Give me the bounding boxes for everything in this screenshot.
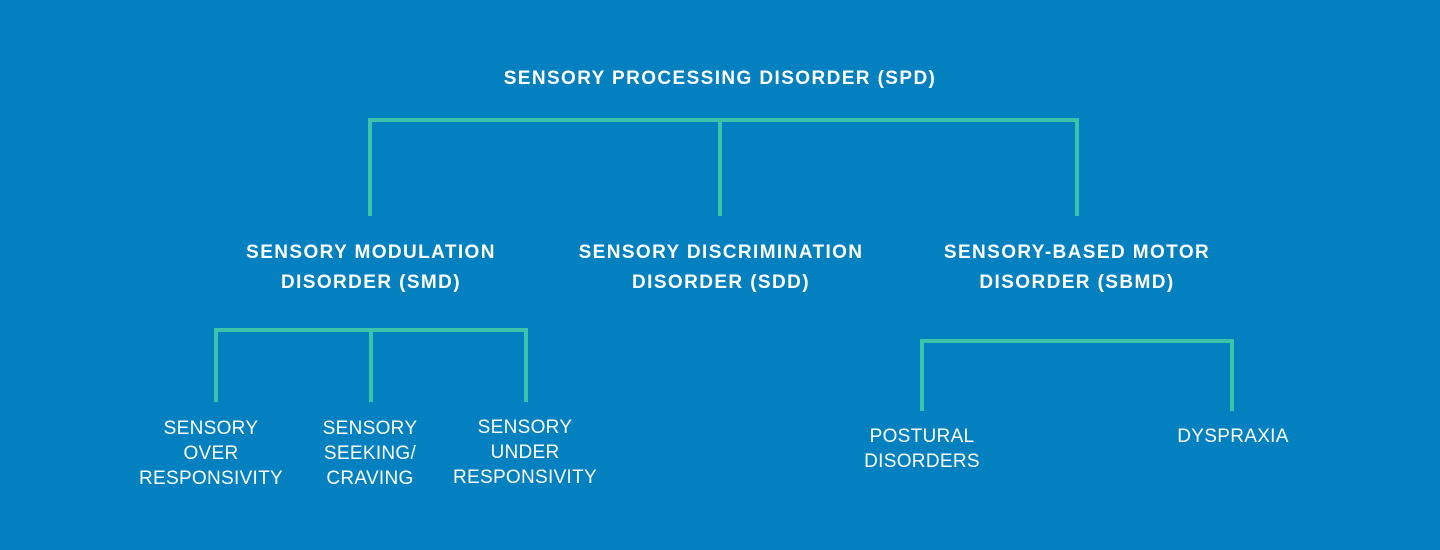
category-label-line: SENSORY DISCRIMINATION bbox=[578, 242, 864, 263]
category-node-discrimination: SENSORY DISCRIMINATION DISORDER (SDD) bbox=[571, 238, 871, 298]
subtype-node-under-responsivity: SENSORY UNDER RESPONSIVITY bbox=[435, 415, 615, 490]
root-node-title: SENSORY PROCESSING DISORDER (SPD) bbox=[420, 64, 1020, 94]
subtype-node-over-responsivity: SENSORY OVER RESPONSIVITY bbox=[121, 416, 301, 491]
category-label-line: SENSORY MODULATION bbox=[246, 242, 496, 263]
category-label-line: DISORDER (SMD) bbox=[280, 272, 462, 293]
subtype-label-line: RESPONSIVITY bbox=[138, 468, 284, 489]
category-node-modulation: SENSORY MODULATION DISORDER (SMD) bbox=[221, 238, 521, 298]
category-label-line: DISORDER (SBMD) bbox=[979, 272, 1175, 293]
connector-root-bracket bbox=[368, 118, 1079, 216]
category-label-line: SENSORY-BASED MOTOR bbox=[943, 242, 1211, 263]
subtype-node-seeking-craving: SENSORY SEEKING/ CRAVING bbox=[280, 416, 460, 491]
connector-sbmd-bracket bbox=[920, 339, 1234, 411]
subtype-label-line: CRAVING bbox=[326, 468, 414, 489]
subtype-label-line: DISORDERS bbox=[864, 451, 980, 472]
subtype-label-line: SENSORY bbox=[163, 418, 259, 439]
subtype-node-postural-disorders: POSTURAL DISORDERS bbox=[832, 424, 1012, 474]
category-label-line: DISORDER (SDD) bbox=[632, 272, 810, 293]
subtype-label-line: SEEKING/ bbox=[323, 443, 417, 464]
subtype-label-line: RESPONSIVITY bbox=[452, 467, 598, 488]
category-node-sensory-based-motor: SENSORY-BASED MOTOR DISORDER (SBMD) bbox=[927, 238, 1227, 298]
subtype-label-line: OVER bbox=[183, 443, 239, 464]
subtype-label-line: SENSORY bbox=[477, 417, 573, 438]
subtype-label-line: UNDER bbox=[490, 442, 560, 463]
root-label: SENSORY PROCESSING DISORDER (SPD) bbox=[503, 68, 937, 89]
subtype-node-dyspraxia: DYSPRAXIA bbox=[1143, 424, 1323, 449]
subtype-label-line: POSTURAL bbox=[869, 426, 975, 447]
subtype-label-line: DYSPRAXIA bbox=[1177, 426, 1289, 447]
subtype-label-line: SENSORY bbox=[322, 418, 418, 439]
